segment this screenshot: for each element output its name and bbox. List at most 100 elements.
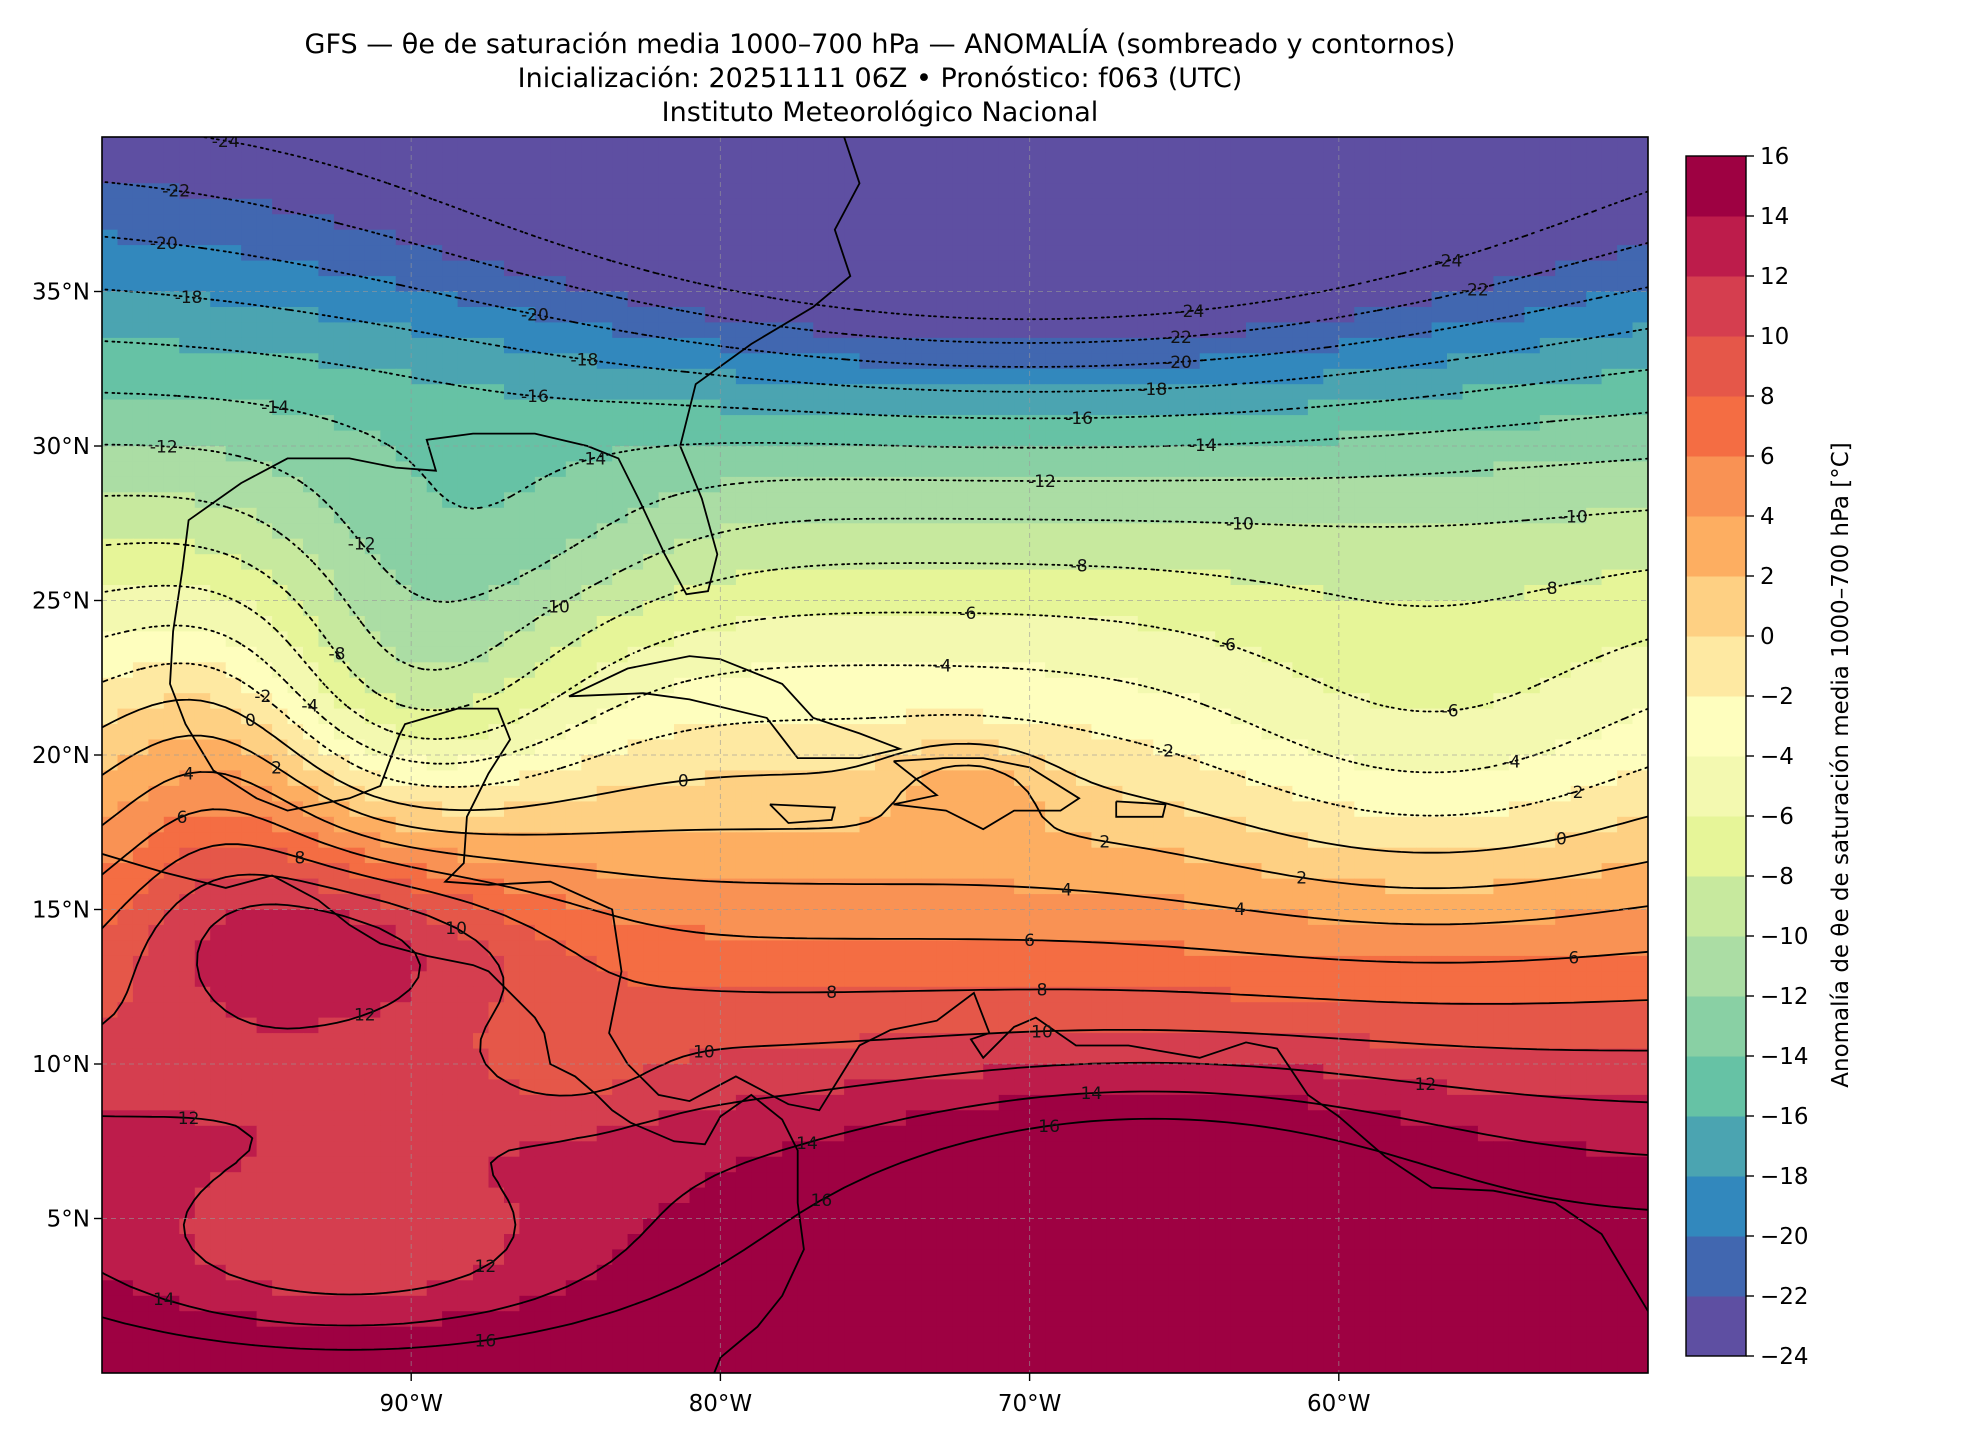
shading-cell xyxy=(1029,677,1046,694)
shading-cell xyxy=(998,894,1015,911)
shading-cell xyxy=(426,646,443,663)
shading-cell xyxy=(1508,337,1525,354)
shading-cell xyxy=(117,585,134,602)
shading-cell xyxy=(1400,878,1417,895)
shading-cell xyxy=(828,708,845,725)
shading-cell xyxy=(1586,276,1603,293)
shading-cell xyxy=(473,229,490,246)
shading-cell xyxy=(1617,785,1634,802)
shading-cell xyxy=(225,693,242,710)
shading-cell xyxy=(1524,368,1541,385)
shading-cell xyxy=(735,724,752,741)
shading-cell xyxy=(1184,739,1201,756)
shading-cell xyxy=(1246,801,1263,818)
shading-cell xyxy=(967,476,984,493)
shading-cell xyxy=(828,291,845,308)
shading-cell xyxy=(1261,461,1278,478)
shading-cell xyxy=(1369,770,1386,787)
shading-cell xyxy=(1508,816,1525,833)
shading-cell xyxy=(782,646,799,663)
shading-cell xyxy=(210,152,227,169)
shading-cell xyxy=(1586,739,1603,756)
shading-cell xyxy=(1508,863,1525,880)
shading-cell xyxy=(1106,554,1123,571)
shading-cell xyxy=(519,863,536,880)
shading-cell xyxy=(581,785,598,802)
shading-cell xyxy=(1601,585,1618,602)
shading-cell xyxy=(1091,137,1108,153)
shading-cell xyxy=(1261,646,1278,663)
shading-cell xyxy=(1076,260,1093,277)
shading-cell xyxy=(936,167,953,184)
shading-cell xyxy=(1416,167,1433,184)
shading-cell xyxy=(1076,337,1093,354)
shading-cell xyxy=(504,353,521,370)
shading-cell xyxy=(596,770,613,787)
shading-cell xyxy=(1168,183,1185,200)
shading-cell xyxy=(1385,337,1402,354)
shading-cell xyxy=(550,631,567,648)
shading-cell xyxy=(797,307,814,323)
shading-cell xyxy=(225,894,242,911)
shading-cell xyxy=(349,276,366,293)
shading-cell xyxy=(179,677,196,694)
shading-cell xyxy=(1570,446,1587,462)
shading-cell xyxy=(1153,137,1170,153)
shading-cell xyxy=(256,708,273,725)
shading-cell xyxy=(565,245,582,262)
shading-cell xyxy=(1586,461,1603,478)
shading-cell xyxy=(674,322,691,339)
shading-cell xyxy=(1029,739,1046,756)
shading-cell xyxy=(1431,523,1448,540)
shading-cell xyxy=(1586,492,1603,509)
shading-cell xyxy=(967,446,984,462)
shading-cell xyxy=(875,708,892,725)
shading-cell xyxy=(1477,198,1494,215)
shading-cell xyxy=(596,662,613,679)
shading-cell xyxy=(720,646,737,663)
shading-cell xyxy=(689,198,706,215)
shading-cell xyxy=(241,337,258,354)
shading-cell xyxy=(225,245,242,262)
shading-cell xyxy=(1385,430,1402,447)
shading-cell xyxy=(1400,229,1417,246)
shading-cell xyxy=(395,137,412,153)
shading-cell xyxy=(442,322,459,339)
shading-cell xyxy=(1477,662,1494,679)
shading-cell xyxy=(1354,832,1371,849)
shading-cell xyxy=(890,415,907,432)
shading-cell xyxy=(890,337,907,354)
shading-cell xyxy=(627,353,644,370)
shading-cell xyxy=(1292,214,1309,231)
shading-cell xyxy=(210,229,227,246)
shading-cell xyxy=(952,693,969,710)
shading-cell xyxy=(612,137,629,153)
shading-cell xyxy=(1601,646,1618,663)
shading-cell xyxy=(720,167,737,184)
shading-cell xyxy=(1493,399,1510,416)
shading-cell xyxy=(179,538,196,555)
shading-cell xyxy=(1277,152,1294,169)
shading-cell xyxy=(612,724,629,741)
shading-cell xyxy=(1307,785,1324,802)
shading-cell xyxy=(658,260,675,277)
shading-cell xyxy=(1292,646,1309,663)
shading-cell xyxy=(380,152,397,169)
shading-cell xyxy=(473,816,490,833)
shading-cell xyxy=(1076,446,1093,462)
shading-cell xyxy=(813,260,830,277)
shading-cell xyxy=(519,801,536,818)
shading-cell xyxy=(256,739,273,756)
shading-cell xyxy=(1307,198,1324,215)
shading-cell xyxy=(1060,569,1077,586)
shading-cell xyxy=(627,183,644,200)
shading-cell xyxy=(983,894,1000,911)
shading-cell xyxy=(457,554,474,571)
shading-cell xyxy=(1570,276,1587,293)
shading-cell xyxy=(844,229,861,246)
shading-cell xyxy=(194,523,211,540)
shading-cell xyxy=(318,353,335,370)
shading-cell xyxy=(1215,492,1232,509)
shading-cell xyxy=(148,214,165,231)
shading-cell xyxy=(1307,260,1324,277)
